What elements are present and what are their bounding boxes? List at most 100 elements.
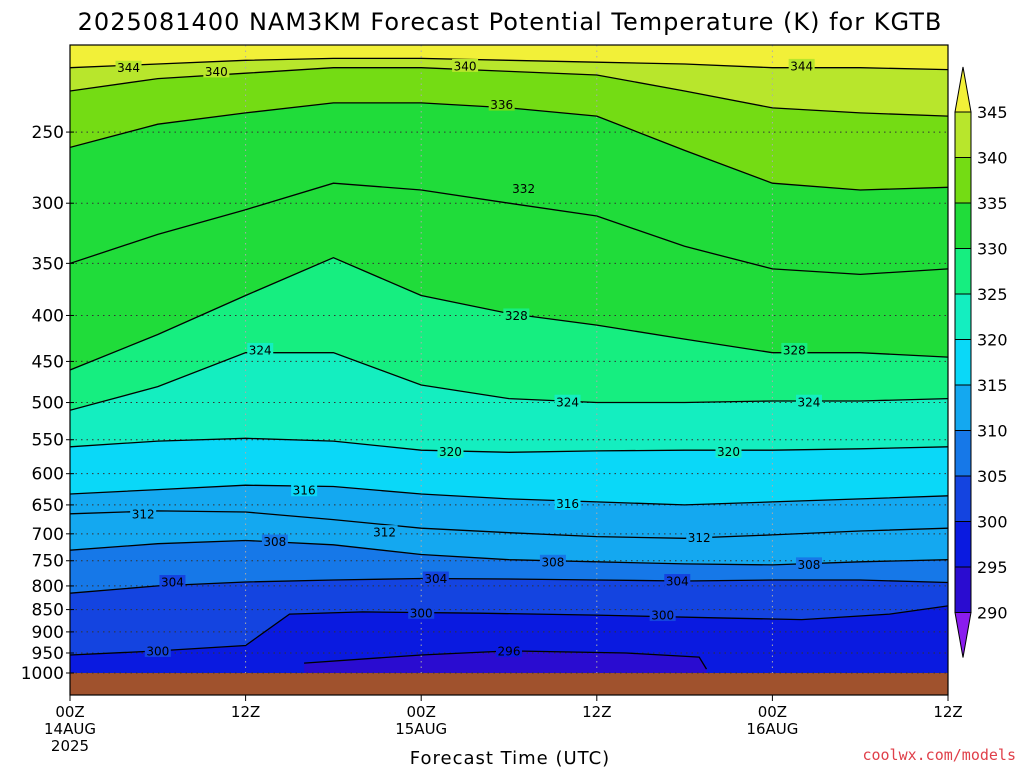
contour-label: 308 [795, 557, 822, 572]
contour-line-332 [70, 182, 948, 276]
svg-text:344: 344 [117, 61, 140, 75]
colorbar-segment [954, 475, 972, 522]
contour-label: 320 [437, 444, 464, 459]
y-tick-label: 700 [32, 525, 64, 545]
contour-label: 340 [203, 64, 230, 79]
contour-line-312 [70, 510, 948, 539]
contour-label: 308 [539, 554, 566, 569]
y-tick-label: 400 [32, 306, 64, 326]
colorbar-label: 315 [977, 376, 1008, 395]
x-tick-label: 00Z [758, 703, 787, 721]
y-tick-label: 900 [32, 623, 64, 643]
contour-label: 344 [115, 60, 142, 75]
x-tick-label: 14AUG [44, 720, 96, 738]
y-tick-label: 350 [32, 254, 64, 274]
contour-label: 340 [452, 58, 479, 73]
contour-line-296 [304, 650, 708, 670]
y-tick-label: 850 [32, 601, 64, 621]
x-tick-label: 15AUG [395, 720, 447, 738]
svg-text:304: 304 [161, 576, 184, 590]
contour-label: 312 [371, 525, 398, 540]
svg-text:304: 304 [666, 575, 689, 589]
contour-label: 324 [247, 342, 274, 357]
y-tick-label: 750 [32, 552, 64, 572]
contour-label: 300 [144, 643, 171, 658]
svg-text:300: 300 [146, 644, 169, 658]
colorbar-top-arrow [954, 66, 972, 113]
contour-label: 316 [554, 496, 581, 511]
x-axis-label: Forecast Time (UTC) [410, 748, 610, 768]
contour-line-304 [70, 577, 948, 594]
contour-line-300 [70, 605, 948, 656]
svg-text:300: 300 [410, 606, 433, 620]
svg-text:312: 312 [373, 526, 396, 540]
contour-label: 304 [422, 571, 449, 586]
svg-text:320: 320 [439, 445, 462, 459]
colorbar-bottom-arrow [954, 612, 972, 658]
colorbar-segment [954, 293, 972, 340]
contour-label: 328 [503, 308, 530, 323]
colorbar-segment [954, 566, 972, 613]
colorbar-label: 295 [977, 558, 1008, 577]
x-tick-label: 12Z [582, 703, 611, 721]
contour-label: 344 [788, 58, 815, 73]
y-tick-label: 950 [32, 644, 64, 664]
colorbar-segment [954, 202, 972, 249]
grid [70, 45, 948, 674]
svg-text:304: 304 [424, 572, 447, 586]
colorbar-segment [954, 521, 972, 568]
svg-text:320: 320 [717, 445, 740, 459]
contour-label: 316 [291, 483, 318, 498]
svg-text:316: 316 [556, 497, 579, 511]
contour-label: 324 [795, 394, 822, 409]
y-tick-label: 300 [32, 194, 64, 214]
plot-frame [69, 44, 949, 696]
contour-label: 328 [781, 342, 808, 357]
svg-text:324: 324 [556, 395, 579, 409]
colorbar-label: 290 [977, 604, 1008, 623]
contour-label: 304 [664, 574, 691, 589]
svg-text:340: 340 [205, 65, 228, 79]
colorbar-segment [954, 384, 972, 431]
contour-label: 332 [510, 181, 537, 196]
y-tick-label: 500 [32, 394, 64, 414]
y-tick-label: 650 [32, 496, 64, 516]
x-tick-label: 00Z [55, 703, 84, 721]
x-tick-label: 2025 [51, 737, 89, 755]
svg-text:336: 336 [490, 98, 513, 112]
colorbar-label: 340 [977, 149, 1008, 168]
svg-text:300: 300 [651, 609, 674, 623]
chart-title: 2025081400 NAM3KM Forecast Potential Tem… [78, 8, 943, 36]
y-axis: 2503003504004505005506006507007508008509… [21, 123, 74, 684]
svg-text:328: 328 [505, 309, 528, 323]
colorbar-label: 330 [977, 240, 1008, 259]
colorbar-segment [954, 339, 972, 386]
y-tick-label: 450 [32, 352, 64, 372]
contour-line-320 [70, 437, 948, 453]
colorbar-label: 325 [977, 285, 1008, 304]
y-tick-label: 800 [32, 577, 64, 597]
y-tick-label: 1000 [21, 664, 64, 684]
svg-text:324: 324 [249, 343, 272, 357]
colorbar-label: 305 [977, 467, 1008, 486]
colorbar-segment [954, 248, 972, 295]
colorbar-label: 335 [977, 194, 1008, 213]
contour-label: 312 [686, 530, 713, 545]
x-tick-label: 12Z [231, 703, 260, 721]
svg-text:308: 308 [541, 555, 564, 569]
svg-text:328: 328 [783, 343, 806, 357]
contour-label: 300 [408, 605, 435, 620]
svg-text:340: 340 [454, 59, 477, 73]
colorbar-segment [954, 111, 972, 158]
surface-ground [70, 673, 948, 695]
contour-label: 336 [488, 97, 515, 112]
svg-text:296: 296 [498, 644, 521, 658]
contour-label: 296 [496, 643, 522, 658]
fill-band-344 [70, 45, 948, 70]
x-tick-label: 16AUG [746, 720, 798, 738]
colorbar: 345 340 335 330 325 320 315 310 305 300 295 290 [954, 66, 1008, 658]
y-tick-label: 250 [32, 123, 64, 143]
svg-text:332: 332 [512, 182, 535, 196]
contour-label: 312 [130, 506, 157, 521]
